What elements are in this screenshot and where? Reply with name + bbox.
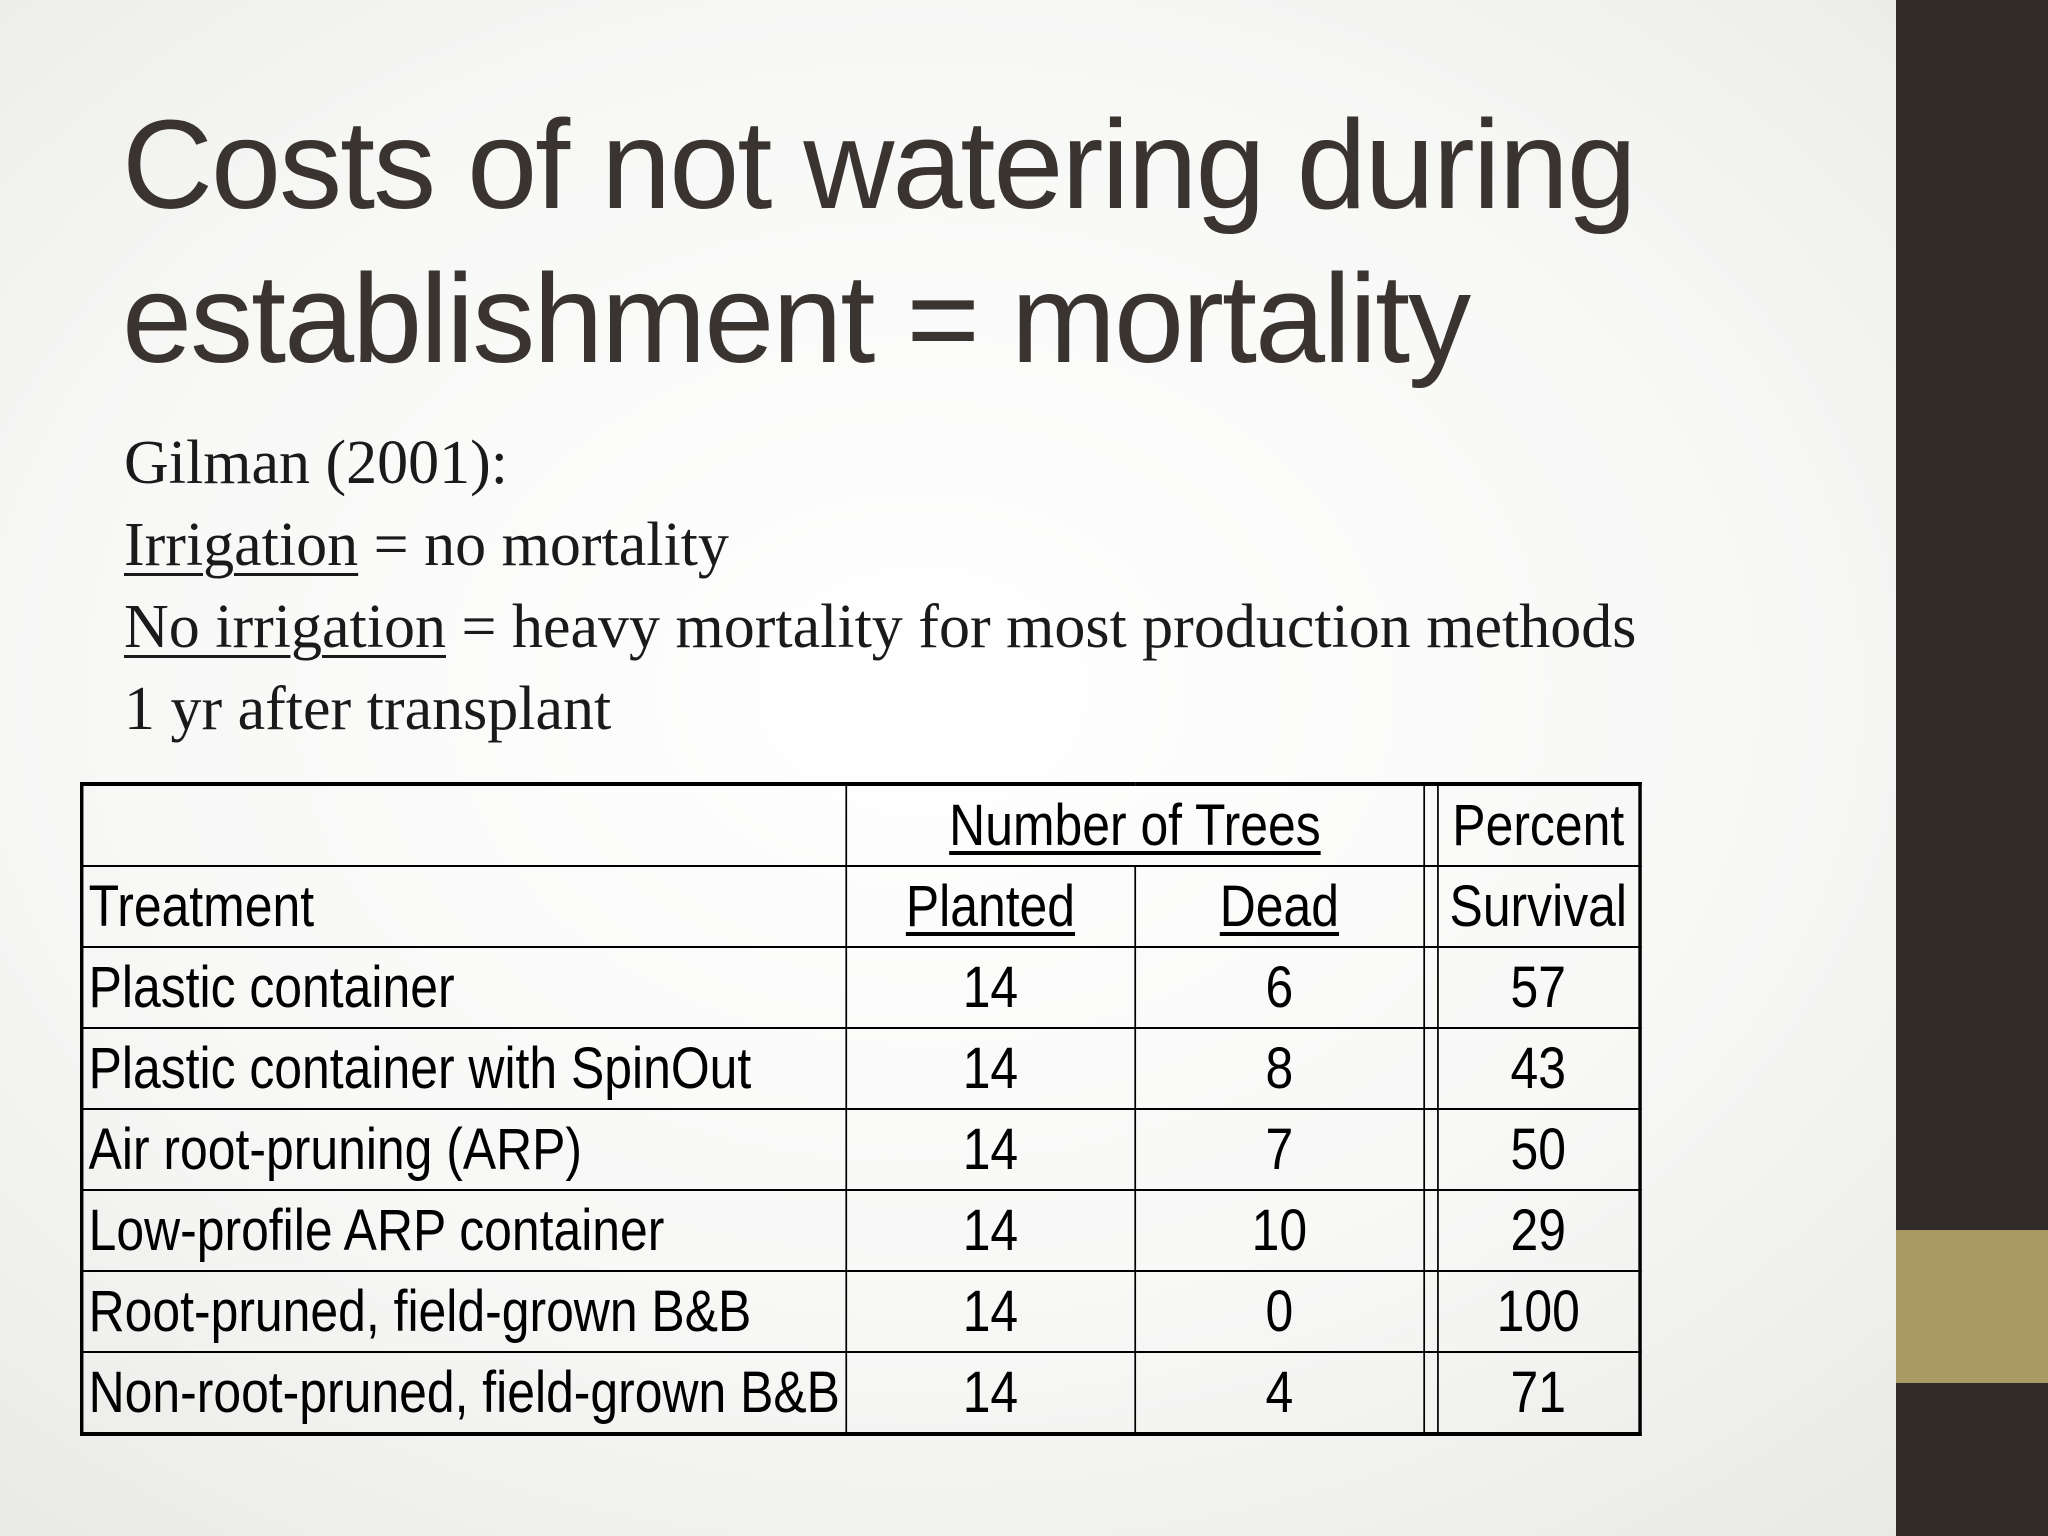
survival-table: Number of Trees Percent Treatment Plante… [80,782,1642,1436]
planted-cell: 14 [845,1189,1136,1272]
irrigation-text: = no mortality [358,511,729,579]
treatment-cell: Non-root-pruned, field-grown B&B [80,1351,847,1435]
planted-header-cell: Planted [845,865,1136,948]
irrigation-line: Irrigation = no mortality [124,504,1884,586]
no-irrigation-label: No irrigation [124,593,446,661]
survival-header: Survival [1436,865,1641,948]
gap-cell [1423,1351,1439,1435]
table-row: Non-root-pruned, field-grown B&B 14 4 71 [80,1351,1641,1435]
table-row: Low-profile ARP container 14 10 29 [80,1189,1641,1272]
header-gap-cell [1423,865,1439,948]
group-header-cell: Number of Trees [845,783,1425,867]
slide-title: Costs of not watering during establishme… [122,88,1862,396]
table-header-row-2: Treatment Planted Dead Survival [80,865,1641,948]
group-header: Number of Trees [949,793,1321,858]
treatment-cell: Plastic container with SpinOut [80,1027,847,1110]
irrigation-label: Irrigation [124,511,359,579]
treatment-header: Treatment [80,865,847,948]
timeframe: 1 yr after transplant [124,675,612,743]
survival-cell: 29 [1436,1189,1641,1272]
gap-cell [1423,1108,1439,1191]
dead-cell: 7 [1134,1108,1425,1191]
treatment-cell: Plastic container [80,946,847,1029]
planted-cell: 14 [845,1027,1136,1110]
dead-cell: 0 [1134,1270,1425,1353]
planted-header: Planted [905,874,1076,939]
sidebar-accent-block [1896,1230,2048,1383]
header-gap-cell [1423,783,1439,867]
dead-cell: 4 [1134,1351,1425,1435]
gap-cell [1423,1270,1439,1353]
planted-cell: 14 [845,1351,1136,1435]
dead-cell: 8 [1134,1027,1425,1110]
table-header-row-1: Number of Trees Percent [80,783,1641,867]
title-line-2: establishment = mortality [122,248,1471,389]
gap-cell [1423,946,1439,1029]
dead-header-cell: Dead [1134,865,1425,948]
table-row: Air root-pruning (ARP) 14 7 50 [80,1108,1641,1191]
planted-cell: 14 [845,1270,1136,1353]
header-blank-cell [80,783,847,867]
planted-cell: 14 [845,946,1136,1029]
survival-cell: 71 [1436,1351,1641,1435]
treatment-cell: Low-profile ARP container [80,1189,847,1272]
no-irrigation-line: No irrigation = heavy mortality for most… [124,586,1884,668]
survival-cell: 50 [1436,1108,1641,1191]
dead-header: Dead [1219,874,1340,939]
gap-cell [1423,1189,1439,1272]
treatment-cell: Root-pruned, field-grown B&B [80,1270,847,1353]
title-line-1: Costs of not watering during [122,94,1637,235]
table-row: Plastic container 14 6 57 [80,946,1641,1029]
table-row: Root-pruned, field-grown B&B 14 0 100 [80,1270,1641,1353]
gap-cell [1423,1027,1439,1110]
no-irrigation-text: = heavy mortality for most production me… [446,593,1637,661]
planted-cell: 14 [845,1108,1136,1191]
dead-cell: 6 [1134,946,1425,1029]
dead-cell: 10 [1134,1189,1425,1272]
survival-cell: 57 [1436,946,1641,1029]
slide-body: Gilman (2001): Irrigation = no mortality… [124,422,1884,750]
survival-cell: 43 [1436,1027,1641,1110]
table-row: Plastic container with SpinOut 14 8 43 [80,1027,1641,1110]
treatment-cell: Air root-pruning (ARP) [80,1108,847,1191]
survival-cell: 100 [1436,1270,1641,1353]
citation: Gilman (2001): [124,429,508,497]
percent-header: Percent [1436,783,1641,867]
